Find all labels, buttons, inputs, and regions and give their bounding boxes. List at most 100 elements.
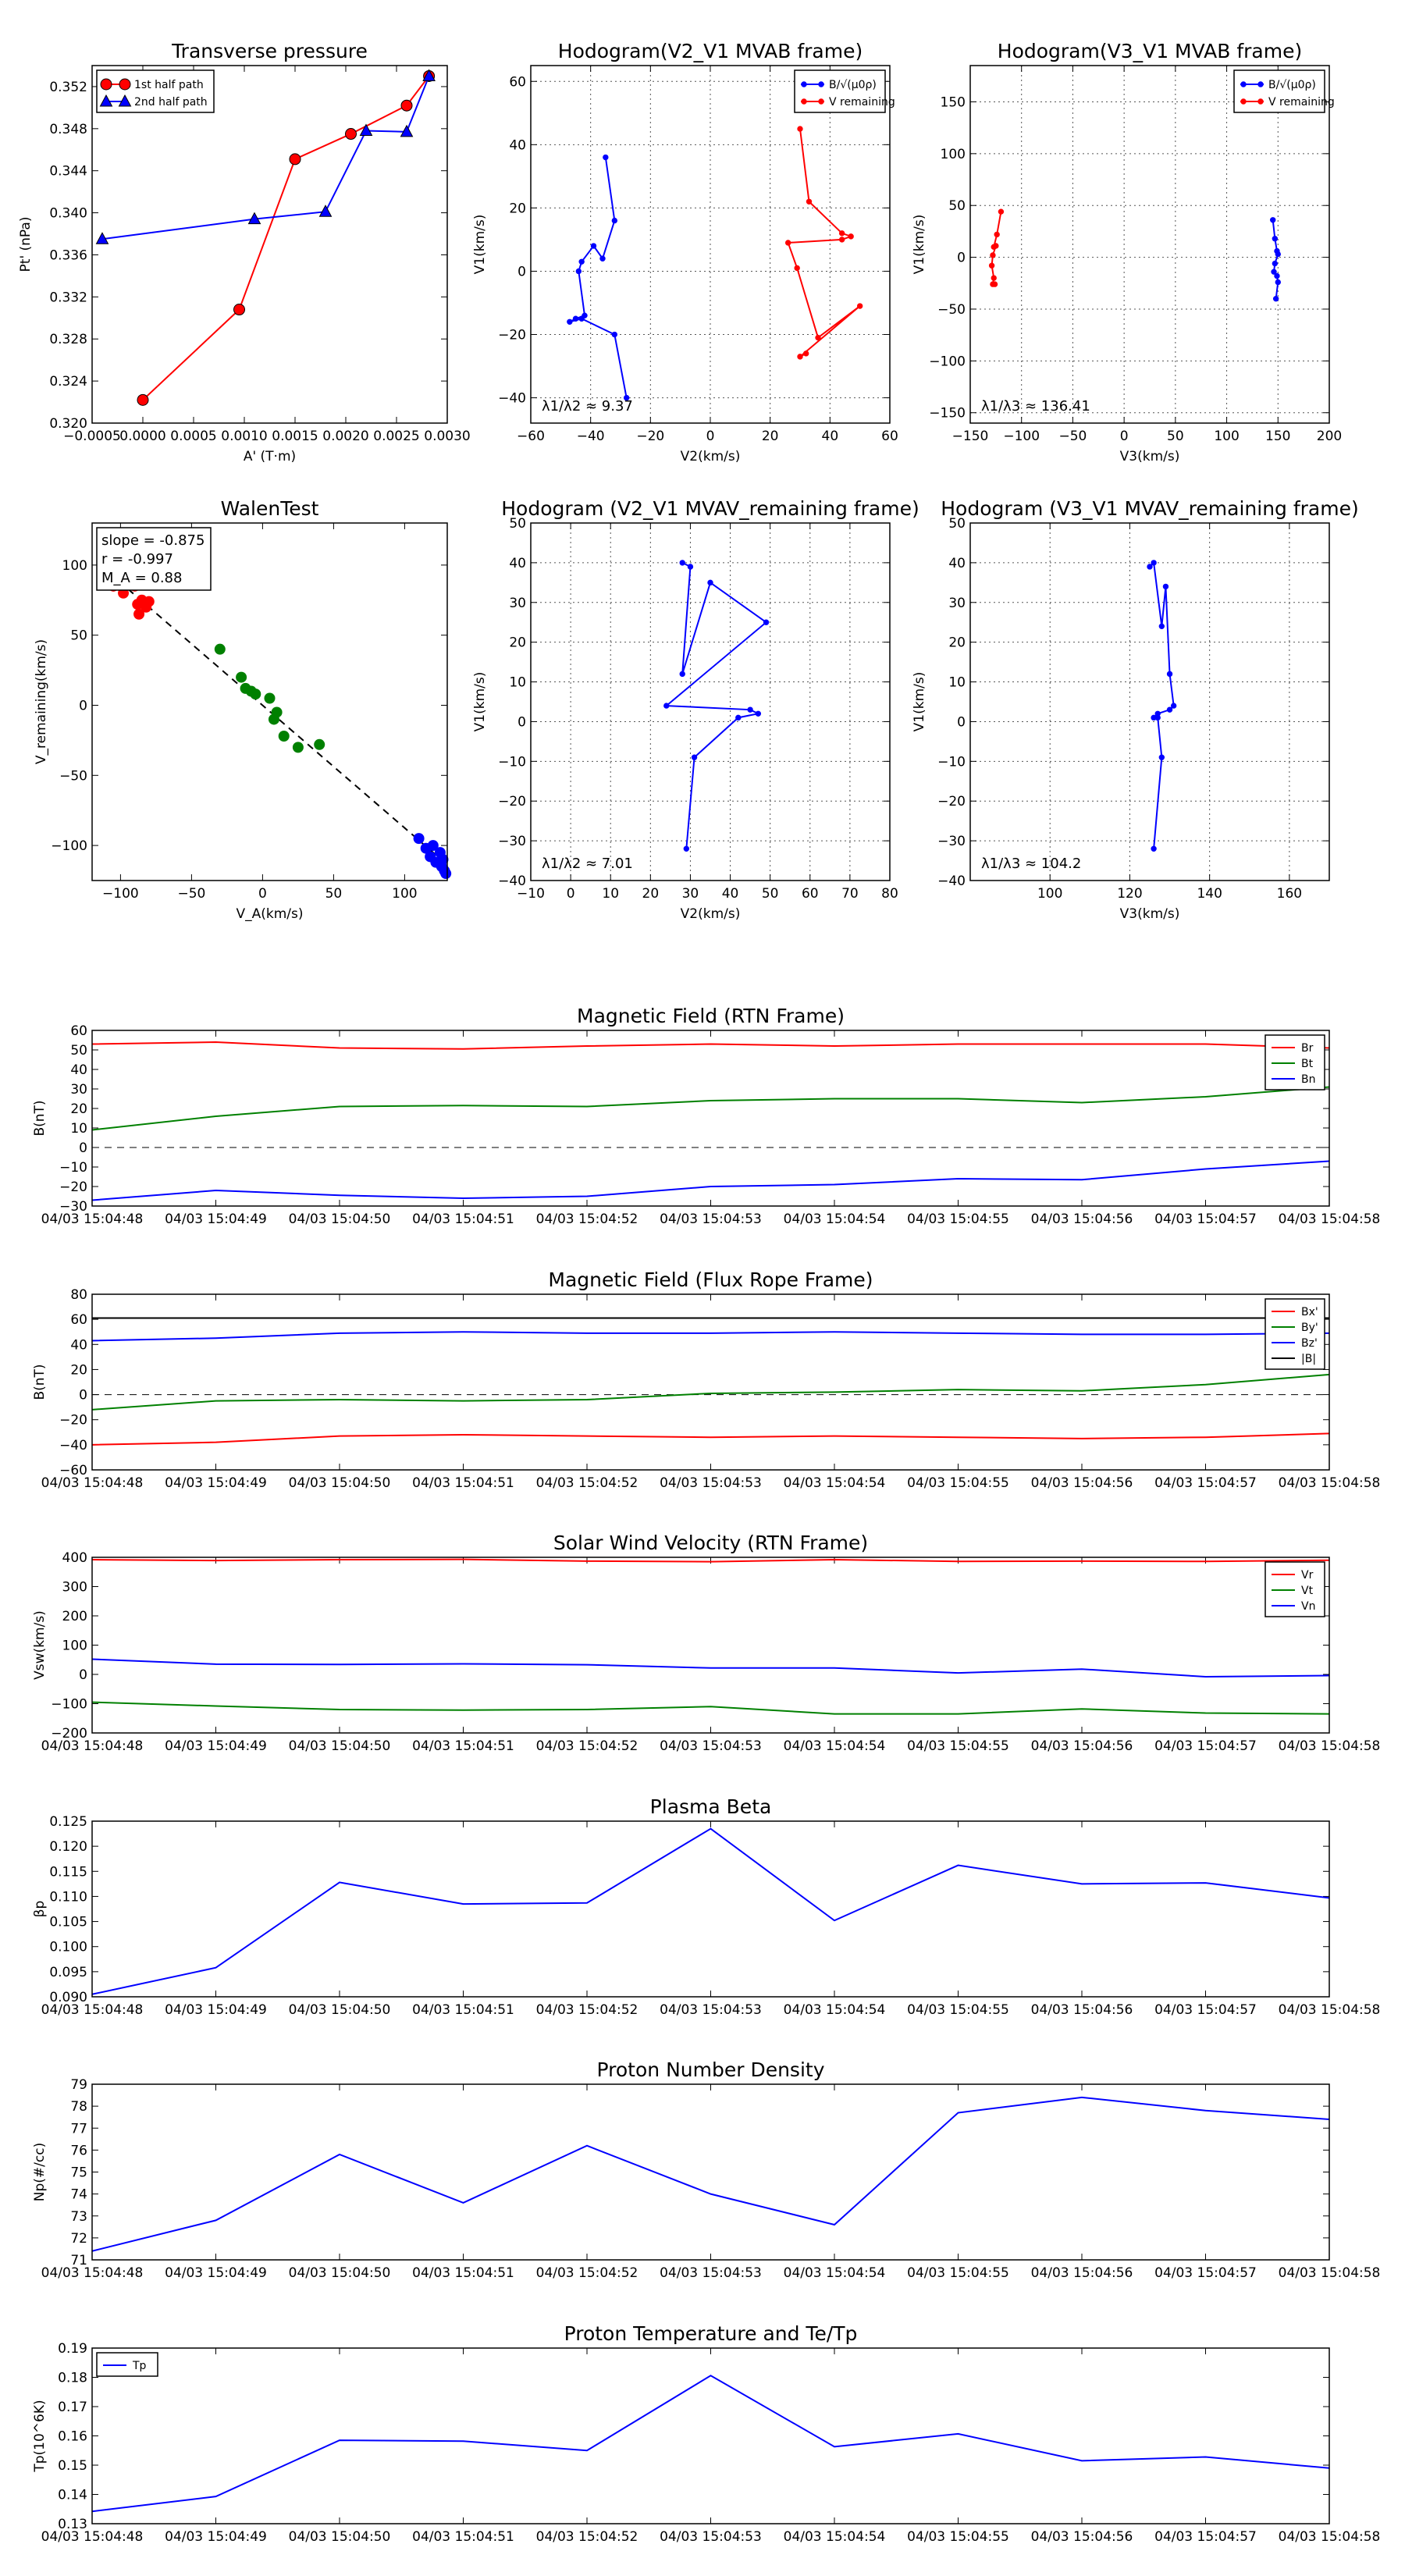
y-axis-label: βp	[32, 1901, 48, 1918]
x-tick-label: 0	[567, 886, 575, 902]
legend-label: V remaining	[829, 96, 895, 109]
series-line-0	[91, 1827, 1330, 1995]
y-tick-label: 20	[509, 635, 526, 651]
x-tick-label: 04/03 15:04:51	[412, 1475, 514, 1491]
data-point	[119, 78, 131, 91]
x-tick-label: 200	[1317, 429, 1342, 444]
x-tick-label: 04/03 15:04:49	[165, 2529, 267, 2545]
plot-border	[91, 1030, 1330, 1207]
chart-ts4: 04/03 15:04:48 04/03 15:04:49 04/03 15:04:…	[32, 1795, 1380, 2018]
y-tick-label: 0	[518, 714, 526, 730]
x-tick-label: 04/03 15:04:52	[536, 2002, 638, 2018]
y-tick-label: 0.19	[58, 2341, 87, 2357]
x-tick-label: 04/03 15:04:51	[412, 1212, 514, 1227]
series-line-0	[142, 75, 430, 401]
y-axis-label: B(nT)	[32, 1364, 48, 1400]
data-point	[679, 560, 685, 566]
x-tick-label: 04/03 15:04:53	[660, 2265, 762, 2281]
x-tick-label: 04/03 15:04:50	[289, 1475, 391, 1491]
x-tick-label: 40	[822, 429, 839, 444]
x-tick-label: 04/03 15:04:53	[660, 2002, 762, 2018]
series-line-2	[91, 1331, 1330, 1342]
data-point	[1147, 564, 1153, 570]
data-point	[802, 350, 809, 357]
y-tick-label: 40	[70, 1337, 87, 1353]
x-tick-label: 0	[1120, 429, 1129, 444]
x-tick-label: 100	[392, 886, 417, 902]
data-point	[590, 243, 597, 249]
x-tick-label: 50	[325, 886, 343, 902]
x-tick-label: 04/03 15:04:49	[165, 2002, 267, 2018]
data-point	[578, 315, 585, 322]
x-tick-label: 04/03 15:04:51	[412, 1738, 514, 1754]
chart-ts5: 04/03 15:04:48 04/03 15:04:49 04/03 15:04:…	[32, 2058, 1380, 2281]
chart-title: WalenTest	[221, 497, 319, 520]
y-tick-label: −20	[498, 794, 526, 809]
chart-title: Magnetic Field (RTN Frame)	[577, 1005, 845, 1027]
y-tick-label: 0.090	[49, 1990, 87, 2005]
x-axis-label: V_A(km/s)	[236, 906, 303, 922]
y-tick-label: 0.110	[49, 1889, 87, 1905]
data-point	[603, 154, 609, 161]
y-tick-label: −10	[937, 754, 966, 770]
data-point	[797, 354, 803, 360]
x-tick-label: −40	[577, 429, 605, 444]
ratio-annotation: λ1/λ3 ≈ 104.2	[981, 856, 1081, 872]
y-tick-label: 0	[518, 264, 526, 279]
x-tick-label: 0.0005	[170, 429, 216, 444]
y-tick-label: 74	[70, 2187, 87, 2203]
y-tick-label: −30	[498, 834, 526, 849]
y-tick-label: 0.15	[58, 2458, 87, 2474]
y-tick-label: −20	[937, 794, 966, 809]
x-tick-label: 20	[762, 429, 779, 444]
data-point	[848, 233, 854, 240]
y-tick-label: 78	[70, 2099, 87, 2115]
data-point	[572, 315, 579, 322]
data-point	[271, 706, 283, 718]
series-line-2	[91, 1160, 1330, 1201]
stats-line: M_A = 0.88	[101, 570, 182, 586]
data-point	[856, 303, 863, 309]
y-tick-label: 10	[70, 1121, 87, 1137]
x-tick-label: −150	[952, 429, 989, 444]
data-point	[818, 98, 824, 105]
x-tick-label: 04/03 15:04:55	[907, 2002, 1009, 2018]
plot-area	[92, 1030, 1329, 1206]
data-point	[289, 153, 301, 165]
series-line-0	[91, 2375, 1330, 2513]
x-tick-label: 0.0010	[221, 429, 267, 444]
stats-line: r = -0.997	[101, 551, 173, 568]
data-point	[345, 128, 357, 141]
data-point	[801, 81, 807, 87]
x-tick-label: 04/03 15:04:57	[1154, 1212, 1257, 1227]
data-point	[1151, 560, 1157, 566]
x-tick-label: 04/03 15:04:54	[784, 1475, 886, 1491]
y-tick-label: 50	[948, 198, 966, 214]
series-line-0	[91, 1558, 1330, 1563]
legend-label: Br	[1301, 1042, 1314, 1055]
series-line-1	[101, 76, 430, 240]
plot-border	[91, 1557, 1330, 1734]
x-tick-label: 20	[642, 886, 660, 902]
y-tick-label: 20	[509, 201, 526, 216]
y-tick-label: 100	[941, 147, 966, 162]
legend-box	[794, 69, 886, 113]
plot-area	[531, 523, 890, 881]
x-tick-label: 04/03 15:04:58	[1279, 2529, 1381, 2545]
y-tick-label: 77	[70, 2121, 87, 2137]
y-tick-label: 150	[941, 94, 966, 110]
plot-area	[92, 1557, 1329, 1733]
chart-walen: −100 −50 0 50 100 −100 −50 0 50 100 WalenTest V_A(k…	[34, 497, 452, 922]
x-tick-label: 04/03 15:04:54	[784, 2265, 886, 2281]
x-tick-label: 04/03 15:04:49	[165, 1475, 267, 1491]
x-tick-label: 04/03 15:04:52	[536, 1475, 638, 1491]
x-axis-label: V3(km/s)	[1120, 449, 1180, 464]
x-tick-label: 04/03 15:04:57	[1154, 2002, 1257, 2018]
data-point	[567, 318, 573, 326]
y-tick-label: 0	[957, 714, 966, 730]
y-tick-label: 0.120	[49, 1839, 87, 1855]
y-tick-label: 0.352	[49, 80, 87, 95]
data-point	[623, 394, 630, 401]
y-tick-label: 0	[79, 1140, 87, 1156]
x-tick-label: 04/03 15:04:56	[1031, 1475, 1133, 1491]
